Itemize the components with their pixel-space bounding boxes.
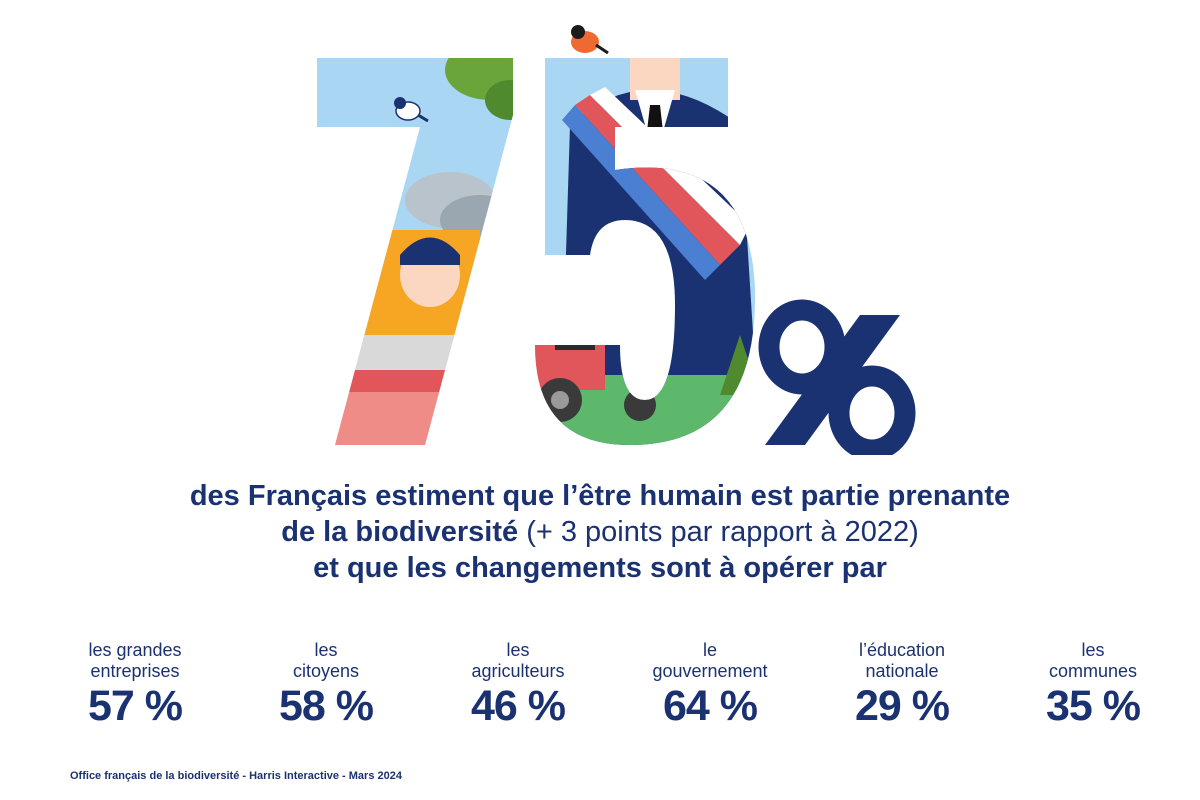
stat-gouvernement: le gouvernement 64 % xyxy=(615,640,805,730)
digit-five-illustration xyxy=(535,58,756,445)
stat-label: les communes xyxy=(1048,640,1138,681)
headline-line1: des Français estiment que l’être humain … xyxy=(189,480,1011,512)
stat-agriculteurs: les agriculteurs 46 % xyxy=(423,640,613,730)
headline-line3: et que les changements sont à opérer par xyxy=(313,552,887,584)
stat-education-nationale: l’éducation nationale 29 % xyxy=(807,640,997,730)
stat-label: les citoyens xyxy=(292,640,360,681)
hero-illustration xyxy=(300,15,940,455)
stat-label: les agriculteurs xyxy=(471,640,565,681)
stat-grandes-entreprises: les grandes entreprises 57 % xyxy=(40,640,230,730)
stat-value: 58 % xyxy=(278,682,374,730)
percent-sign xyxy=(758,299,916,455)
bullfinch-bird-icon xyxy=(571,25,609,55)
source-credit: Office français de la biodiversité - Har… xyxy=(70,770,402,782)
stat-citoyens: les citoyens 58 % xyxy=(231,640,421,730)
stat-value: 29 % xyxy=(854,682,950,730)
stat-communes: les communes 35 % xyxy=(998,640,1188,730)
headline-line2-light: (+ 3 points par rapport à 2022) xyxy=(518,516,919,548)
headline: des Français estiment que l’être humain … xyxy=(100,478,1100,586)
headline-line2-bold: de la biodiversité xyxy=(281,516,519,548)
stat-label: le gouvernement xyxy=(652,640,768,681)
digit-seven-illustration xyxy=(317,58,513,445)
stat-value: 46 % xyxy=(470,682,566,730)
stat-value: 35 % xyxy=(1045,682,1141,730)
stat-value: 64 % xyxy=(662,682,758,730)
stats-row: les grandes entreprises 57 % les citoyen… xyxy=(40,640,1160,730)
stat-label: l’éducation nationale xyxy=(858,640,946,681)
stat-value: 57 % xyxy=(87,682,183,730)
magpie-bird-icon xyxy=(394,97,429,123)
stat-label: les grandes entreprises xyxy=(88,640,182,681)
